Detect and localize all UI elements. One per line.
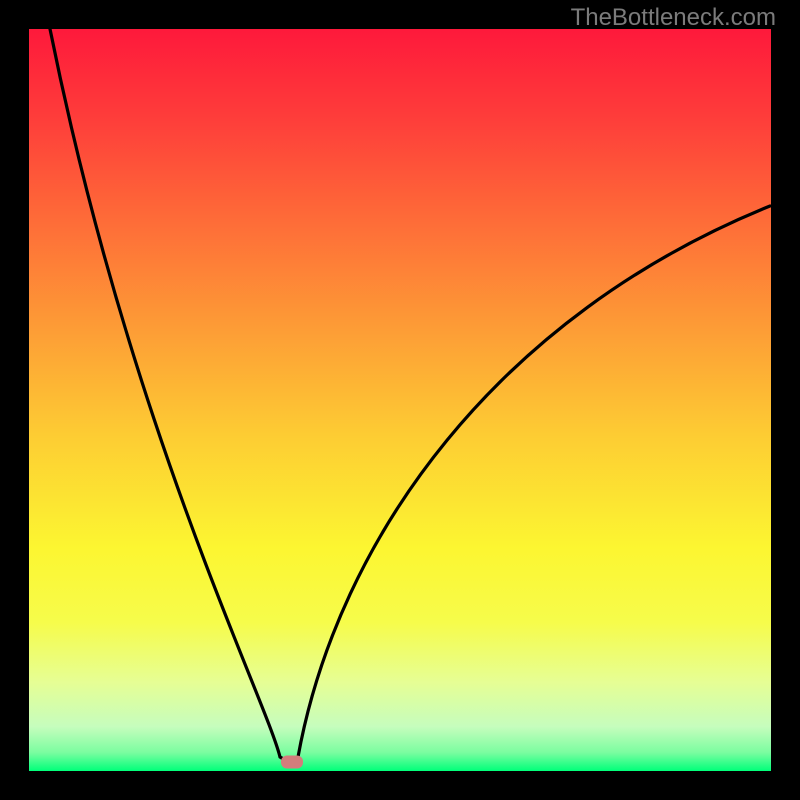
chart-svg: [0, 0, 800, 800]
optimal-marker: [281, 756, 303, 769]
plot-area: [29, 29, 771, 771]
chart-container: TheBottleneck.com: [0, 0, 800, 800]
watermark-text: TheBottleneck.com: [571, 4, 776, 32]
